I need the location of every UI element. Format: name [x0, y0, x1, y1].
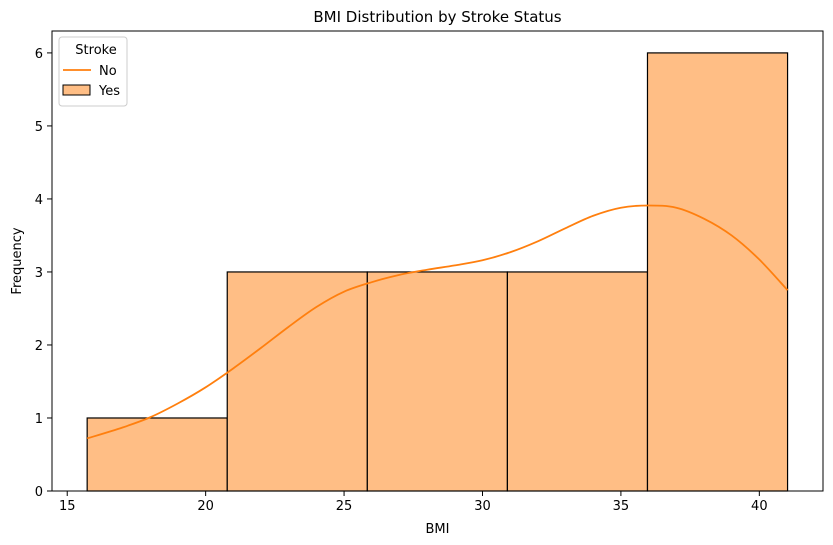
x-tick-label: 25: [336, 499, 353, 514]
histogram-bar-1: [226, 271, 368, 492]
histogram-bar-3: [506, 271, 649, 492]
x-tick-label: 20: [197, 499, 214, 514]
x-axis-label: BMI: [426, 522, 450, 537]
y-tick-label: 4: [35, 193, 43, 208]
plot-frame: [51, 30, 824, 492]
y-tick-label: 2: [35, 339, 43, 354]
x-tick-label: 35: [613, 499, 630, 514]
histogram-bars: [86, 52, 789, 492]
y-tick-label: 5: [35, 120, 43, 135]
legend-patch-swatch: [62, 84, 91, 96]
legend-title: Stroke: [75, 43, 116, 58]
axes: [51, 30, 824, 492]
kde-curve-layer: [86, 204, 789, 440]
y-tick-label: 0: [35, 485, 43, 500]
x-tick-label: 30: [474, 499, 491, 514]
histogram-bar-2: [366, 271, 509, 492]
y-tick-label: 1: [35, 412, 43, 427]
x-tick-label: 15: [59, 499, 76, 514]
legend-label-yes: Yes: [98, 84, 120, 99]
legend-label-no: No: [99, 64, 117, 79]
chart-title: BMI Distribution by Stroke Status: [313, 8, 561, 26]
y-tick-label: 3: [35, 266, 43, 281]
tick-marks: 15 20 25 30 35 40 0 1 2 3 4 5 6: [35, 47, 768, 514]
y-tick-label: 6: [35, 47, 43, 62]
x-tick-label: 40: [751, 499, 768, 514]
histogram-bar-4: [646, 52, 789, 492]
legend: Stroke No Yes: [58, 36, 128, 107]
kde-curve-line: [86, 204, 789, 440]
histogram-bar-0: [86, 417, 228, 492]
y-axis-label: Frequency: [10, 227, 25, 294]
